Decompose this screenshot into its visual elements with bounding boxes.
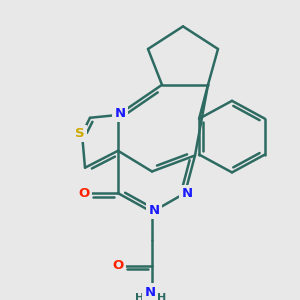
Text: N: N xyxy=(144,286,156,298)
Text: N: N xyxy=(114,106,126,120)
Text: N: N xyxy=(148,204,160,217)
Text: S: S xyxy=(75,127,85,140)
Text: O: O xyxy=(78,187,90,200)
Text: H: H xyxy=(158,293,166,300)
Text: H: H xyxy=(135,293,145,300)
Text: N: N xyxy=(182,187,193,200)
Text: O: O xyxy=(112,259,124,272)
